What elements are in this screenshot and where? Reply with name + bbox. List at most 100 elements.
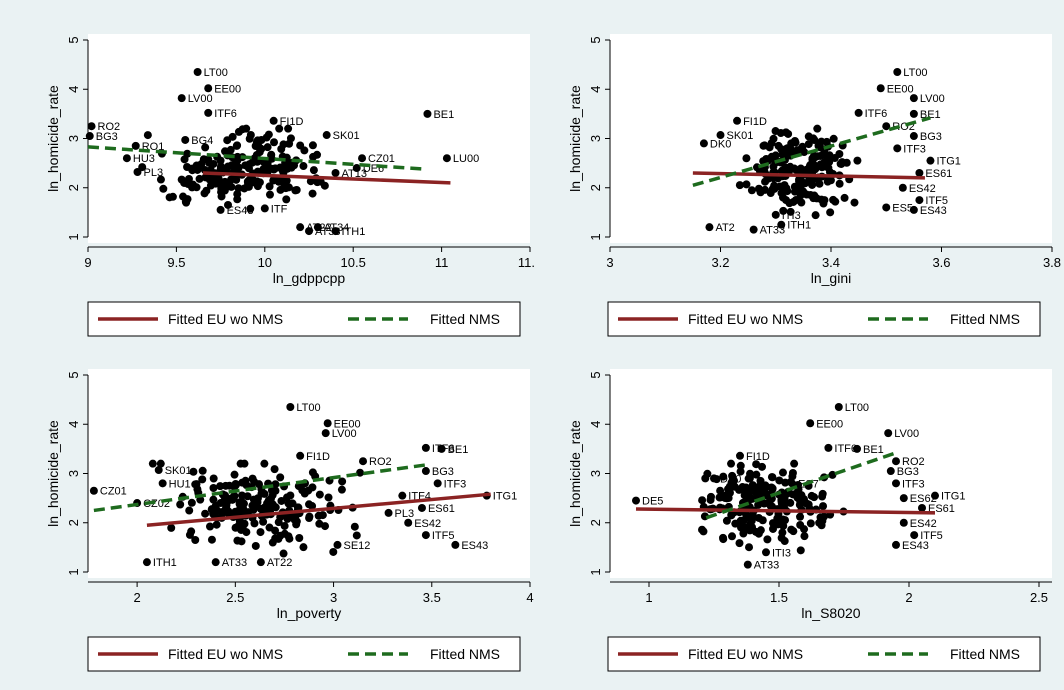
data-point (271, 534, 280, 543)
y-tick-label: 4 (66, 86, 81, 93)
data-point (191, 163, 200, 172)
x-axis-title: ln_S8020 (801, 605, 860, 621)
data-point (698, 525, 707, 534)
data-point (735, 539, 744, 548)
data-point (316, 177, 325, 186)
data-point (286, 491, 295, 500)
y-tick-label: 5 (588, 36, 603, 43)
point-label: SK01 (333, 130, 360, 142)
data-point (763, 535, 772, 544)
point-label: AT13 (342, 168, 367, 180)
data-point-es5 (882, 203, 891, 212)
data-point-ro2 (87, 122, 96, 131)
data-point (837, 159, 846, 168)
data-point (813, 124, 822, 133)
data-point-itf4 (398, 491, 407, 500)
point-label: BG3 (897, 466, 919, 478)
x-axis-title: ln_gini (811, 270, 851, 286)
data-point (742, 491, 751, 500)
point-label: ITF5 (432, 530, 455, 542)
data-point (184, 174, 193, 183)
data-point (274, 177, 283, 186)
data-point (817, 521, 826, 530)
point-label: EE00 (334, 418, 361, 430)
y-tick-label: 4 (588, 421, 603, 428)
data-point (263, 143, 272, 152)
data-point (829, 134, 838, 143)
data-point (796, 546, 805, 555)
data-point (813, 152, 822, 161)
point-label: AT2 (715, 222, 734, 234)
data-point (168, 192, 177, 201)
data-point (189, 467, 198, 476)
data-point (237, 491, 246, 500)
point-label: ES43 (920, 205, 947, 217)
point-label: ES61 (428, 503, 455, 515)
data-point (224, 200, 233, 209)
point-label: LT00 (204, 67, 228, 79)
y-tick-label: 3 (588, 135, 603, 142)
data-point-se12 (333, 540, 342, 549)
data-point-itf6 (204, 108, 213, 117)
data-point (835, 179, 844, 188)
point-label: ES43 (902, 540, 929, 552)
data-point (828, 470, 837, 479)
data-point-at33 (211, 558, 220, 567)
data-point (251, 541, 260, 550)
data-point-ro2 (892, 457, 900, 466)
data-point (809, 194, 818, 203)
data-point-es42 (898, 183, 907, 192)
data-point-ro1 (131, 141, 140, 150)
data-point (727, 459, 736, 468)
data-point-lv00 (321, 429, 330, 438)
data-point (741, 483, 750, 492)
data-point (259, 517, 268, 526)
data-point (800, 532, 809, 541)
data-point-be1 (853, 444, 861, 453)
data-point-at33 (749, 225, 758, 234)
data-point (286, 134, 295, 143)
point-label: BE1 (433, 109, 454, 121)
data-point (299, 543, 308, 552)
data-point (728, 532, 737, 541)
data-point (840, 193, 849, 202)
point-label: EE00 (816, 418, 843, 430)
data-point (216, 498, 225, 507)
data-point (826, 208, 835, 217)
data-point (191, 480, 200, 489)
data-point (277, 144, 286, 153)
data-point (746, 519, 755, 528)
data-point (835, 149, 844, 158)
point-label: ITH1 (153, 557, 177, 569)
point-label: SK01 (165, 465, 192, 477)
data-point (735, 181, 744, 190)
data-point (742, 154, 751, 163)
data-point-es43 (216, 205, 225, 214)
data-point (250, 519, 259, 528)
data-point (352, 531, 361, 540)
point-label: LV00 (188, 93, 213, 105)
data-point (806, 519, 815, 528)
data-point (706, 492, 715, 501)
data-point (774, 141, 783, 150)
point-label: RO2 (98, 121, 121, 133)
data-point (201, 509, 210, 518)
point-label: BE1 (448, 444, 469, 456)
data-point (290, 515, 299, 524)
data-point (257, 489, 266, 498)
point-label: ITH1 (342, 226, 366, 238)
data-point (207, 535, 216, 544)
data-point-lv00 (909, 94, 918, 103)
point-label: EE00 (214, 83, 241, 95)
data-point (776, 129, 785, 138)
data-point-at22 (256, 558, 265, 567)
y-tick-label: 5 (66, 371, 81, 378)
x-tick-label: 10 (258, 255, 272, 270)
data-point (233, 141, 242, 150)
y-tick-label: 2 (66, 519, 81, 526)
legend-label-eu: Fitted EU wo NMS (688, 311, 803, 327)
data-point-itg1 (931, 491, 939, 500)
data-point (337, 485, 346, 494)
data-point-ee00 (204, 84, 213, 93)
data-point (237, 525, 246, 534)
